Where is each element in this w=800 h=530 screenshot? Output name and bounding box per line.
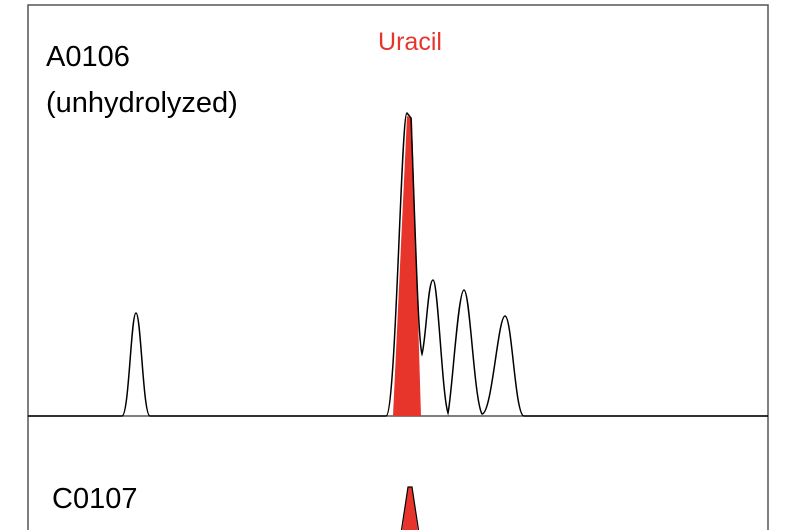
panel-label: C0107 [52,483,137,515]
uracil-peak-fill [402,487,418,530]
chromatogram-trace [28,112,768,417]
panel-sublabel: (unhydrolyzed) [46,87,238,119]
panel-label: A0106 [46,41,130,73]
peak-label: Uracil [378,28,442,56]
chromatogram-trace [400,486,420,530]
frame [27,4,769,530]
